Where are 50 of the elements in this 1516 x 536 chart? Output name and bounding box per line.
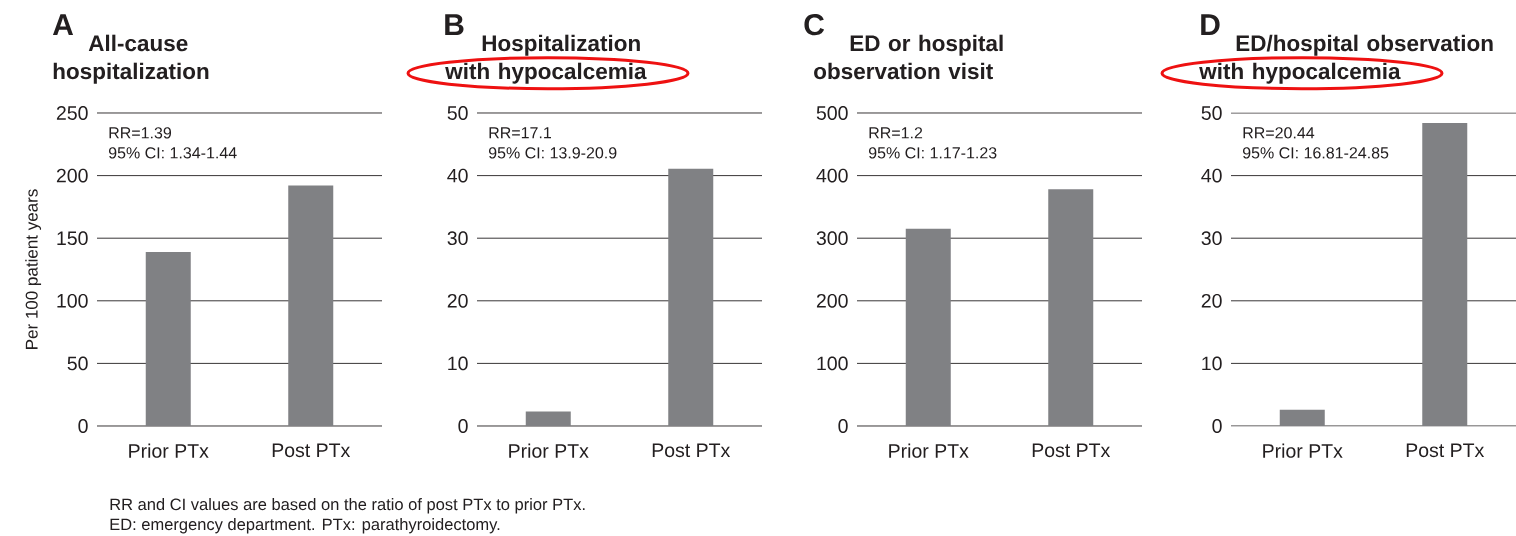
annotation: RR=1.39 — [109, 127, 172, 139]
y-tick-label: 10 — [448, 356, 468, 371]
x-tick-label: Prior PTx — [1263, 443, 1343, 458]
text: RR and CI values are based on the ratio of post PTx to prior PTx. — [110, 498, 585, 514]
y-tick-label: 250 — [56, 106, 88, 120]
y-tick-label: 30 — [1201, 231, 1222, 246]
y-axis-title: Per 100 patient years — [25, 189, 42, 349]
chart-subtitle: All-cause hospitalization — [53, 34, 209, 84]
y-tick-label: 50 — [1201, 106, 1222, 120]
y-tick-label: 150 — [57, 231, 88, 246]
y-tick-label: 300 — [816, 231, 848, 246]
annotation: 95% CI: 1.34-1.44 — [108, 147, 237, 159]
chart-subtitle: ED/hospital observation with hypocalcemia — [1199, 34, 1493, 84]
chart-title: B — [445, 14, 464, 35]
y-tick-label: 20 — [447, 293, 468, 308]
annotation: RR=20.44 — [1243, 127, 1315, 139]
annotation: RR=17.1 — [489, 127, 551, 139]
x-tick-label: Prior PTx — [129, 443, 209, 458]
x-tick-label: Post PTx — [272, 443, 351, 458]
y-tick-label: 40 — [1201, 168, 1222, 183]
y-tick-label: 0 — [458, 419, 468, 433]
y-tick-label: 20 — [1201, 293, 1222, 308]
annotation: 95% CI: 16.81-24.85 — [1242, 147, 1389, 159]
y-tick-label: 0 — [1212, 419, 1222, 433]
y-tick-label: 200 — [56, 168, 88, 183]
y-tick-label: 30 — [447, 231, 468, 246]
x-tick-label: Post PTx — [1406, 443, 1485, 458]
y-tick-label: 400 — [816, 168, 848, 183]
y-tick-label: 100 — [817, 356, 848, 371]
y-tick-label: 100 — [57, 293, 88, 308]
y-tick-label: 50 — [67, 356, 88, 371]
text: ED: emergency department. PTx: parathyroidectomy. — [110, 518, 500, 534]
y-tick-label: 500 — [816, 106, 848, 120]
chart-title: D — [1201, 14, 1220, 35]
chart-title: C — [804, 14, 825, 36]
x-tick-label: Prior PTx — [889, 443, 969, 458]
y-tick-label: 50 — [447, 106, 468, 120]
y-tick-label: 0 — [78, 419, 88, 433]
annotation: RR=1.2 — [869, 127, 923, 139]
x-tick-label: Post PTx — [1032, 443, 1111, 458]
x-tick-label: Post PTx — [652, 443, 731, 458]
annotation: 95% CI: 1.17-1.23 — [868, 147, 997, 159]
x-tick-label: Prior PTx — [509, 443, 589, 458]
y-tick-label: 10 — [1202, 356, 1222, 371]
chart-subtitle: Hospitalization with hypocalcemia — [445, 34, 647, 84]
annotation: 95% CI: 13.9-20.9 — [488, 147, 617, 159]
y-tick-label: 0 — [838, 419, 848, 433]
y-tick-label: 40 — [447, 168, 468, 183]
y-tick-label: 200 — [816, 293, 848, 308]
chart-title: A — [52, 14, 74, 35]
